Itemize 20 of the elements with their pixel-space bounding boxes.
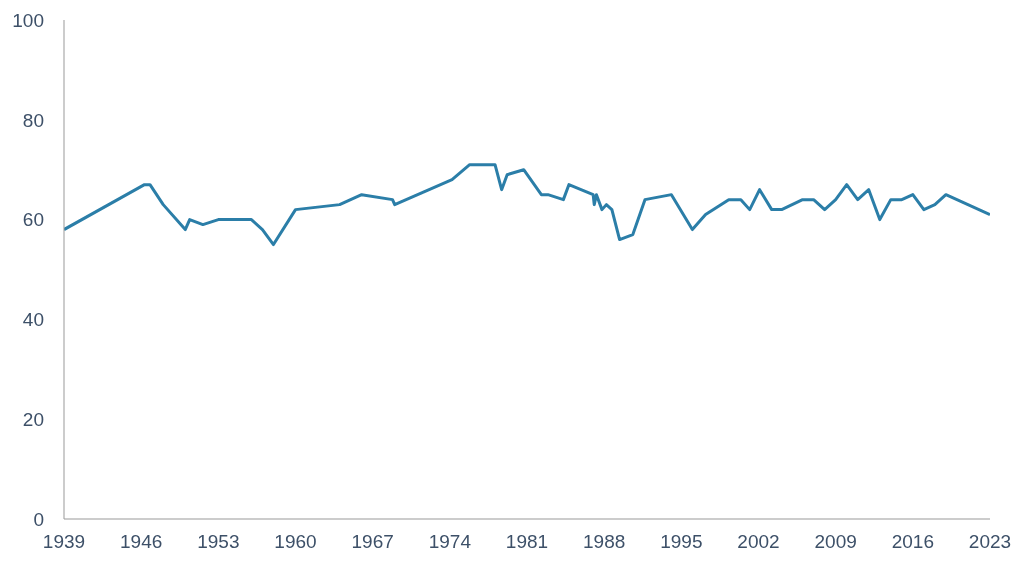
y-tick-label: 40 (22, 309, 44, 331)
x-tick-label: 1967 (351, 531, 394, 553)
x-tick-label: 1995 (660, 531, 703, 553)
x-tick-label: 2002 (737, 531, 780, 553)
y-tick-label: 60 (22, 209, 44, 231)
y-tick-label: 80 (22, 109, 44, 131)
y-tick-label: 100 (12, 9, 44, 31)
x-tick-label: 1946 (120, 531, 163, 553)
x-tick-label: 1988 (583, 531, 626, 553)
x-tick-label: 1981 (505, 531, 549, 553)
x-tick-label: 1960 (274, 531, 317, 553)
x-tick-label: 2023 (968, 531, 1012, 553)
y-tick-label: 0 (33, 508, 44, 530)
x-tick-label: 1953 (197, 531, 240, 553)
x-tick-label: 1939 (42, 531, 86, 553)
y-tick-label: 20 (22, 408, 44, 430)
line-series (64, 163, 990, 247)
x-tick-label: 2009 (814, 531, 857, 553)
x-tick-label: 2016 (891, 531, 934, 553)
x-tick-label: 1974 (428, 531, 472, 553)
